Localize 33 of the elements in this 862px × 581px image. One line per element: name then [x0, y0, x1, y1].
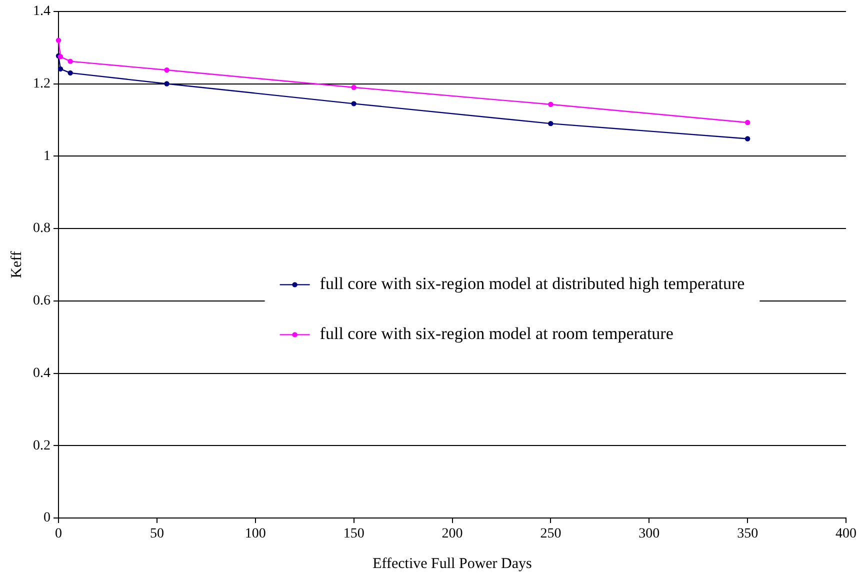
y-tick-label: 1.2: [33, 76, 50, 92]
y-tick-label: 0.8: [33, 221, 50, 236]
point: [548, 120, 554, 126]
point: [351, 101, 356, 106]
legend-label: full core with six-region model at distributed high temperature: [320, 274, 745, 294]
y-tick-label: 0: [44, 510, 50, 526]
y-tick-label: 0.4: [33, 366, 50, 381]
point: [68, 70, 73, 76]
y-tick-label: 0.2: [33, 438, 50, 454]
x-axis-title: Effective Full Power Days: [372, 556, 532, 572]
y-tick-label: 1: [44, 148, 50, 164]
point: [164, 67, 170, 73]
y-axis-title: Keff: [8, 251, 25, 278]
x-tick-label: 100: [244, 526, 266, 542]
x-tick-label: 400: [836, 526, 856, 542]
point: [58, 66, 64, 72]
x-tick-label: 350: [737, 526, 758, 542]
point: [744, 120, 750, 126]
y-tick-label: 0.6: [33, 294, 50, 309]
x-tick-label: 300: [638, 526, 660, 542]
point: [164, 81, 170, 86]
y-tick-label: 1.4: [33, 4, 50, 20]
x-tick-label: 50: [150, 526, 164, 542]
x-tick-label: 200: [442, 526, 463, 542]
point: [548, 102, 554, 107]
point: [68, 58, 73, 64]
legend-label: full core with six-region model at room temperature: [320, 324, 674, 344]
point: [744, 136, 750, 142]
x-tick-label: 250: [540, 526, 562, 542]
x-tick-label: 0: [55, 526, 62, 542]
point: [56, 38, 62, 43]
point: [351, 84, 356, 90]
x-tick-label: 150: [343, 526, 364, 542]
